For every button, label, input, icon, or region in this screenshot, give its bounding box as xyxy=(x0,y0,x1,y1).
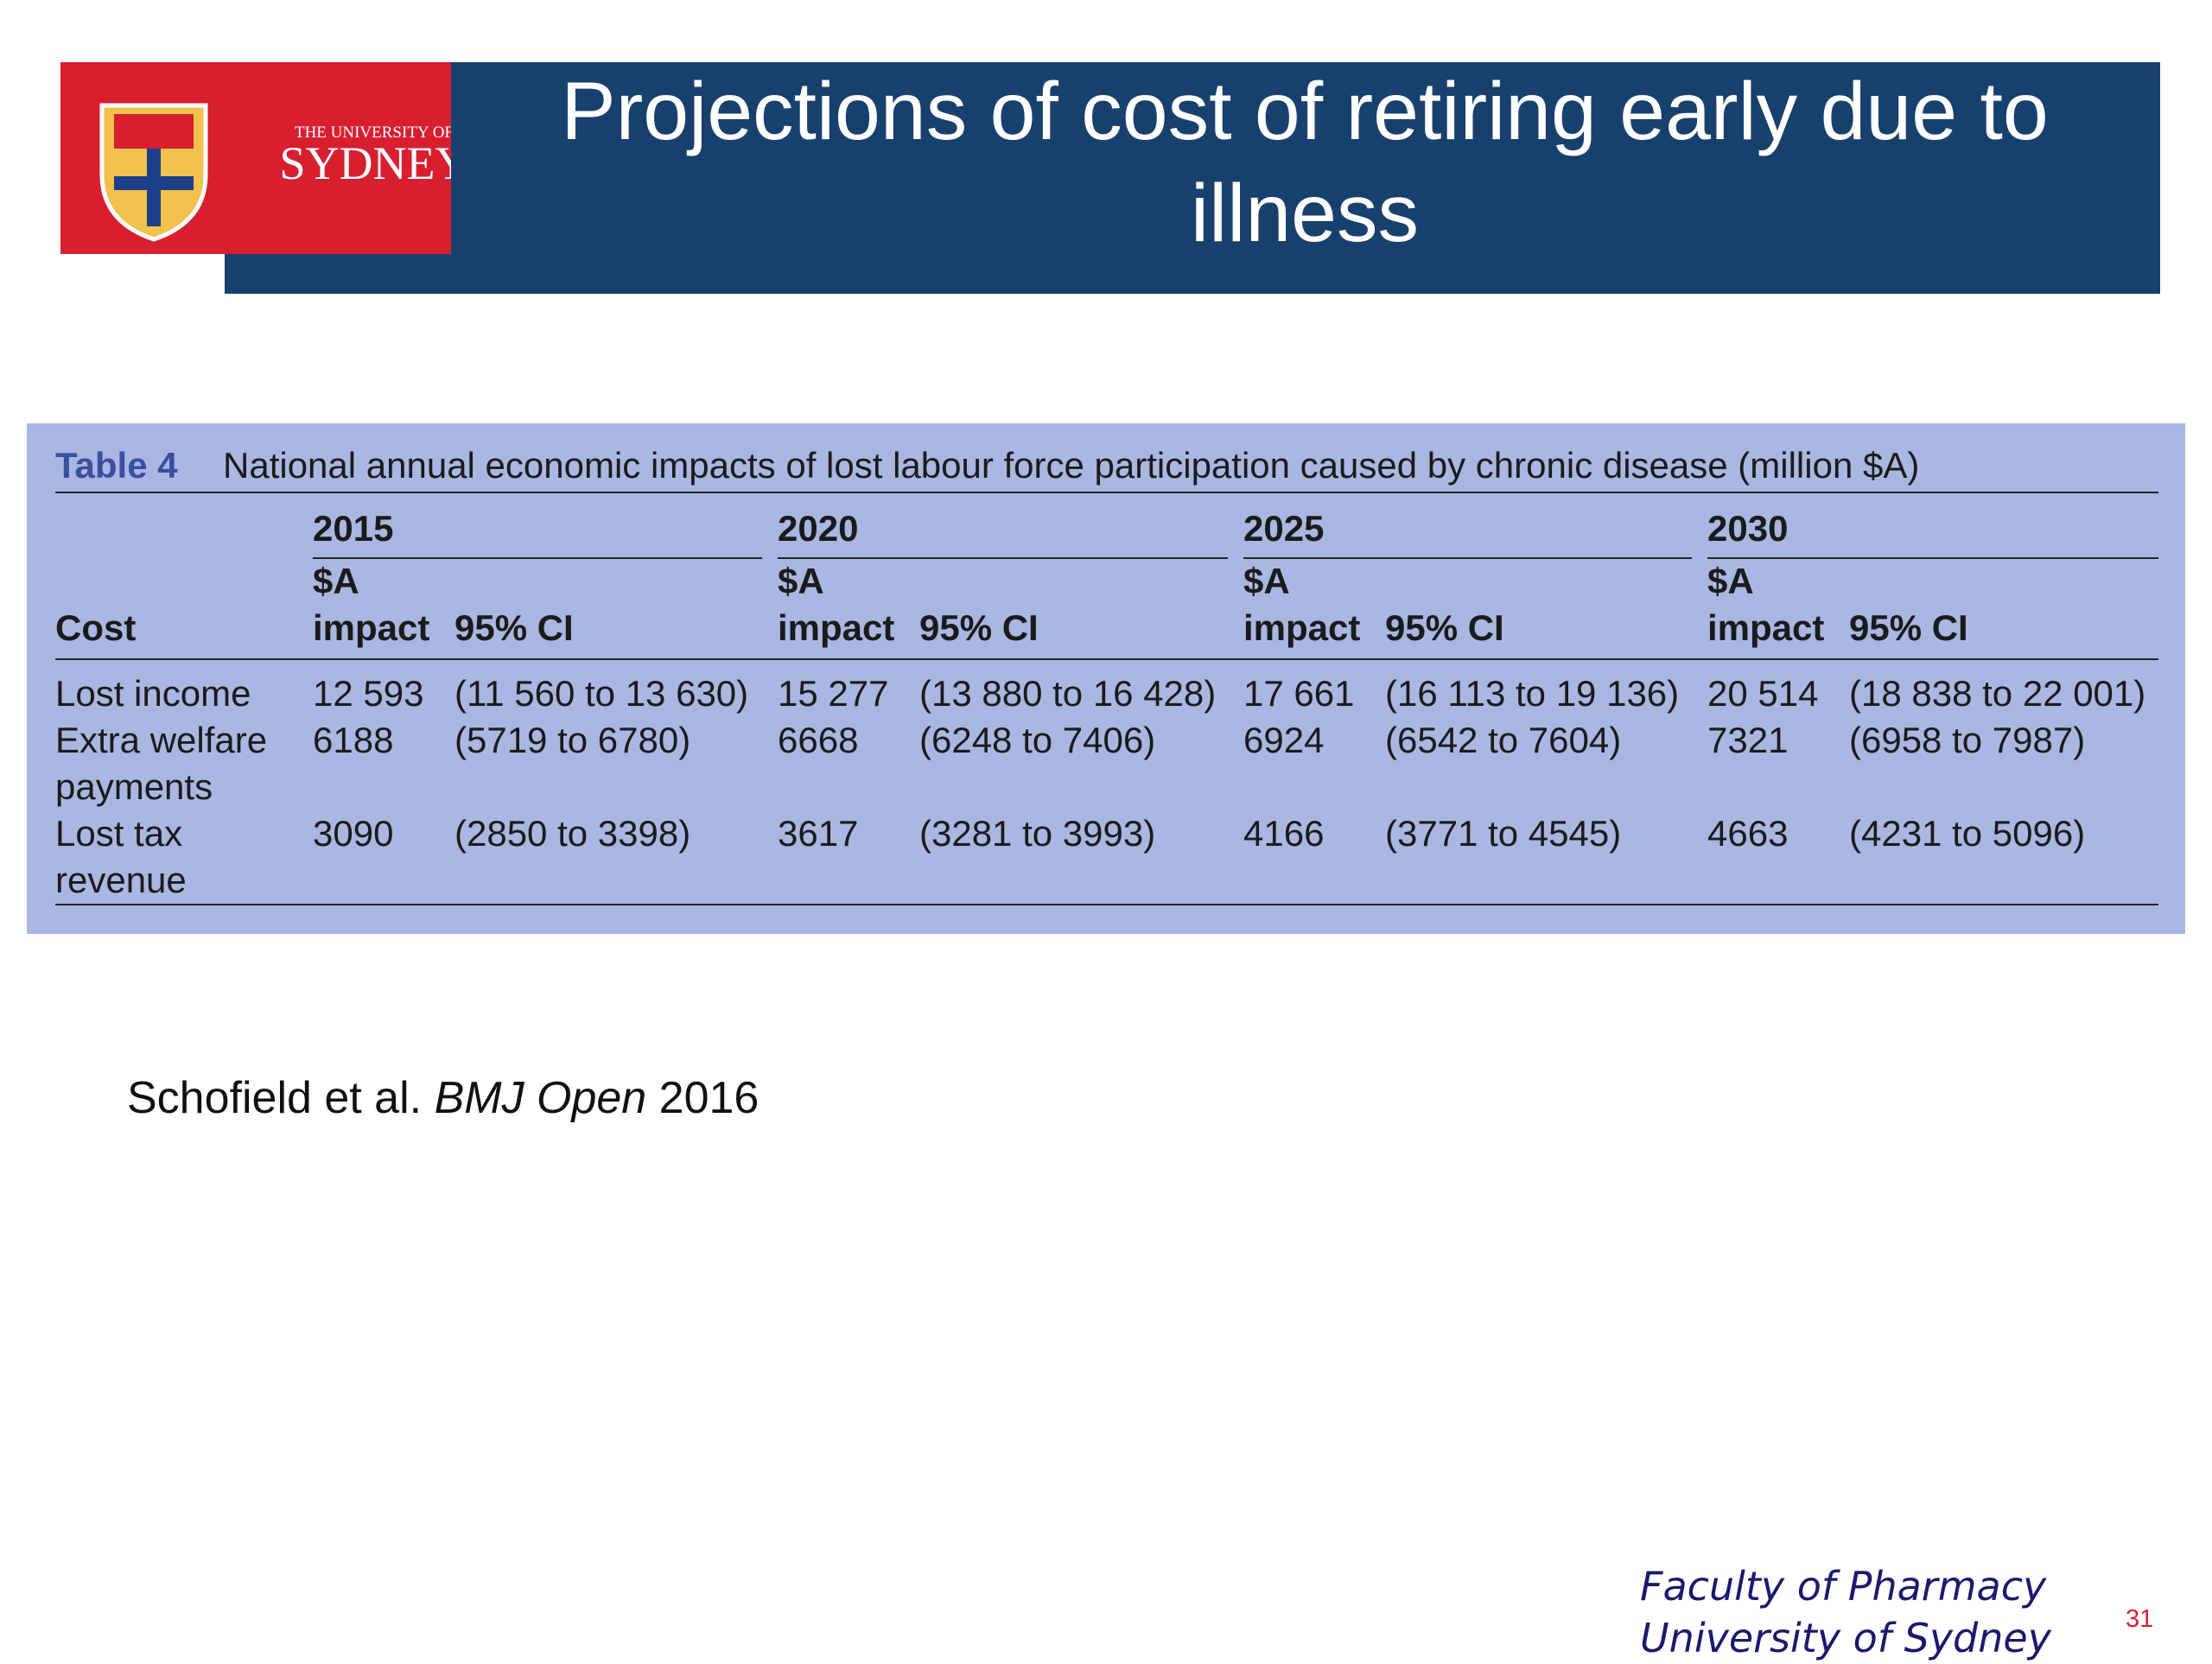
ci-header: 95% CI xyxy=(919,607,1039,648)
slide-title: Projections of cost of retiring early du… xyxy=(561,66,2049,259)
year-header: 2030 xyxy=(1707,508,1789,549)
ci-cell: (11 560 to 13 630) xyxy=(454,673,749,714)
ci-cell: (5719 to 6780) xyxy=(454,720,691,760)
impact-cell: 6188 xyxy=(313,720,394,760)
page-number: 31 xyxy=(2126,1605,2154,1633)
impact-header: $A xyxy=(1243,561,1290,601)
ci-cell: (4231 to 5096) xyxy=(1849,813,2086,854)
citation-authors: Schofield et al. xyxy=(127,1073,423,1123)
year-header: 2020 xyxy=(778,508,859,549)
ci-cell: (6958 to 7987) xyxy=(1849,720,2086,760)
row-label: Extra welfare payments xyxy=(55,720,268,807)
rule xyxy=(778,557,1228,559)
title-banner xyxy=(225,62,2160,294)
impact-cell: 6924 xyxy=(1243,720,1325,760)
impact-cell: 15 277 xyxy=(778,673,889,714)
table-label: Table 4 xyxy=(55,445,178,486)
impact-header: $A xyxy=(1707,561,1754,601)
ci-cell: (3281 to 3993) xyxy=(919,813,1156,854)
impact-header: impact xyxy=(1243,607,1361,648)
impact-header: impact xyxy=(1707,607,1825,648)
impact-cell: 20 514 xyxy=(1707,673,1819,714)
footer: Faculty of Pharmacy University of Sydney xyxy=(1640,1560,2051,1664)
impact-header: $A xyxy=(778,561,824,601)
impact-cell: 4663 xyxy=(1707,813,1789,854)
logo-big-text: SYDNEY xyxy=(279,137,451,189)
impact-cell: 3090 xyxy=(313,813,394,854)
footer-line: University of Sydney xyxy=(1640,1615,2051,1661)
impact-cell: 3617 xyxy=(778,813,859,854)
impact-cell: 7321 xyxy=(1707,720,1789,760)
impact-header: $A xyxy=(313,561,359,601)
rule xyxy=(55,904,2158,905)
year-header: 2015 xyxy=(313,508,394,549)
impact-cell: 12 593 xyxy=(313,673,424,714)
ci-header: 95% CI xyxy=(1849,607,1968,648)
row-label: Lost tax revenue xyxy=(55,813,187,900)
ci-cell: (6248 to 7406) xyxy=(919,720,1156,760)
rule xyxy=(1707,557,2158,559)
year-header: 2025 xyxy=(1243,508,1325,549)
ci-header: 95% CI xyxy=(454,607,574,648)
ci-cell: (16 113 to 19 136) xyxy=(1385,673,1680,714)
ci-cell: (6542 to 7604) xyxy=(1385,720,1622,760)
impact-cell: 17 661 xyxy=(1243,673,1355,714)
citation-journal: BMJ Open xyxy=(434,1073,647,1123)
impact-header: impact xyxy=(778,607,895,648)
rule xyxy=(55,658,2158,660)
footer-line: Faculty of Pharmacy xyxy=(1640,1563,2047,1610)
impact-header: impact xyxy=(313,607,430,648)
logo: THE UNIVERSITY OF SYDNEY xyxy=(60,62,469,254)
table-caption: National annual economic impacts of lost… xyxy=(223,445,1920,486)
citation-year: 2016 xyxy=(658,1073,760,1123)
cost-header: Cost xyxy=(55,607,137,648)
rule xyxy=(1243,557,1692,559)
row-label: Lost income xyxy=(55,673,251,714)
ci-cell: (18 838 to 22 001) xyxy=(1849,673,2146,714)
logo-art: THE UNIVERSITY OF SYDNEY xyxy=(99,103,469,242)
ci-cell: (2850 to 3398) xyxy=(454,813,691,854)
shield-chief xyxy=(114,114,194,149)
table-panel xyxy=(27,423,2185,934)
ci-cell: (13 880 to 16 428) xyxy=(919,673,1217,714)
rule xyxy=(55,492,2158,493)
impact-cell: 4166 xyxy=(1243,813,1325,854)
ci-cell: (3771 to 4545) xyxy=(1385,813,1622,854)
citation: Schofield et al. BMJ Open 2016 xyxy=(127,1071,759,1125)
logo-small-text: THE UNIVERSITY OF xyxy=(295,124,451,142)
shield-cross xyxy=(114,176,194,190)
impact-cell: 6668 xyxy=(778,720,859,760)
ci-header: 95% CI xyxy=(1385,607,1504,648)
rule xyxy=(313,557,762,559)
